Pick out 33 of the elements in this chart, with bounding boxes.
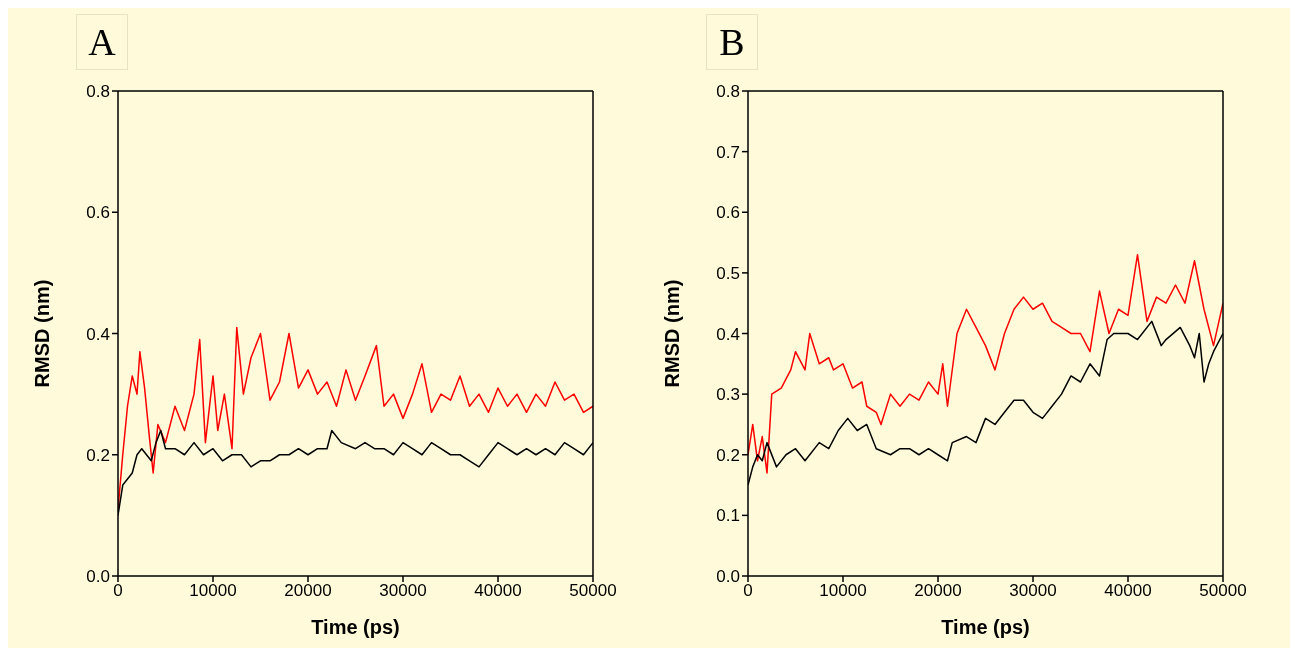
x-tick-label: 10000 [189, 581, 237, 601]
chart-title: B [706, 14, 758, 70]
x-tick-label: 30000 [379, 581, 427, 601]
x-tick-label: 50000 [569, 581, 617, 601]
y-tick-label: 0.6 [716, 203, 740, 223]
y-axis-title: RMSD (nm) [31, 279, 54, 388]
x-tick-label: 20000 [914, 581, 962, 601]
line-series [748, 253, 1223, 474]
y-tick-label: 0.7 [716, 142, 740, 162]
chart-title: A [76, 14, 128, 70]
y-tick-label: 0.4 [86, 324, 110, 344]
y-tick-label: 0.5 [716, 263, 740, 283]
y-tick-label: 0.8 [716, 82, 740, 102]
x-tick-label: 40000 [1104, 581, 1152, 601]
x-tick-label: 0 [743, 581, 753, 601]
y-tick-label: 0.0 [86, 567, 110, 587]
y-tick-label: 0.6 [86, 203, 110, 223]
y-tick-label: 0.2 [716, 445, 740, 465]
x-axis-title: Time (ps) [941, 616, 1030, 638]
x-tick-label: 30000 [1009, 581, 1057, 601]
x-tick-label: 20000 [284, 581, 332, 601]
y-tick-label: 0.4 [716, 324, 740, 344]
y-tick-label: 0.8 [86, 82, 110, 102]
x-tick-label: 50000 [1199, 581, 1247, 601]
y-tick-label: 0.3 [716, 385, 740, 405]
y-tick-label: 0.1 [716, 506, 740, 526]
y-tick-label: 0.2 [86, 445, 110, 465]
x-tick-label: 0 [113, 581, 123, 601]
x-axis-title: Time (ps) [311, 616, 400, 638]
x-tick-label: 40000 [474, 581, 522, 601]
x-tick-label: 10000 [819, 581, 867, 601]
y-axis-title: RMSD (nm) [661, 279, 684, 388]
y-tick-label: 0.0 [716, 567, 740, 587]
